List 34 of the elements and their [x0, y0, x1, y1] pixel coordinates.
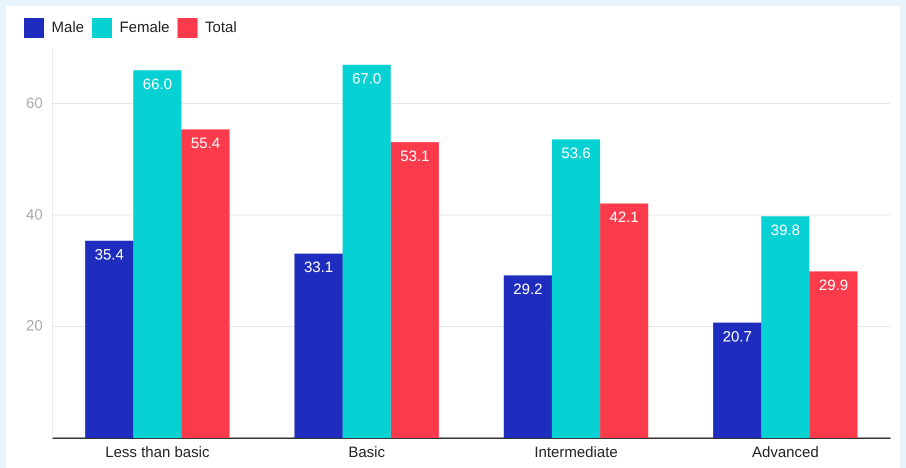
text: 53.1: [400, 148, 430, 165]
text: 29.2: [513, 280, 542, 298]
x-tick-label: Advanced: [752, 444, 819, 462]
y-tick-label: 60: [26, 94, 43, 112]
text: 42.1: [610, 209, 639, 226]
x-tick-label: Basic: [348, 444, 386, 462]
text: 39.8: [770, 222, 800, 239]
y-tick-label: 40: [26, 206, 43, 224]
bar: [809, 271, 858, 438]
text: 20.7: [722, 328, 752, 346]
bar: [85, 240, 134, 438]
y-tick-label: 20: [26, 318, 43, 335]
bar: [504, 275, 552, 438]
bar: [181, 129, 230, 438]
bar: [713, 322, 762, 438]
text: 67.0: [352, 70, 382, 88]
text: 35.4: [94, 246, 124, 264]
text: 33.1: [304, 259, 334, 276]
text: 55.4: [190, 134, 220, 152]
text: 66.0: [142, 76, 172, 93]
bar: [390, 142, 439, 438]
legend-label: Total: [205, 19, 237, 36]
text: 29.9: [818, 277, 848, 294]
bar: [600, 203, 648, 438]
legend-label: Female: [120, 19, 170, 36]
bar: [133, 70, 182, 438]
bar: [761, 216, 810, 438]
legend-label: Male: [52, 19, 84, 36]
x-tick-label: Intermediate: [534, 444, 618, 462]
bar: [552, 139, 600, 438]
bar: [342, 64, 391, 438]
text: 53.6: [561, 145, 591, 162]
bar: [294, 254, 343, 438]
x-tick-label: Less than basic: [105, 444, 210, 462]
